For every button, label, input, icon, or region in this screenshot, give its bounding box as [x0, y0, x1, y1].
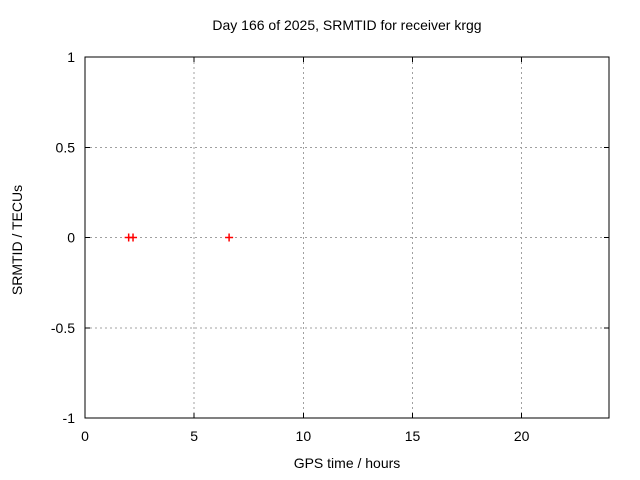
x-axis-label: GPS time / hours	[293, 455, 401, 471]
x-tick-labels: 0 5 10 15 20	[81, 428, 530, 444]
x-tick-label: 15	[405, 428, 421, 444]
y-tick-label: 0.5	[56, 139, 76, 155]
y-tick-label: -1	[63, 410, 76, 426]
y-tick-label: 0	[67, 230, 75, 246]
y-axis-label: SRMTID / TECUs	[9, 184, 25, 296]
chart-title: Day 166 of 2025, SRMTID for receiver krg…	[212, 17, 482, 33]
x-tick-label: 20	[514, 428, 530, 444]
gridlines	[85, 57, 609, 418]
x-tick-label: 0	[81, 428, 89, 444]
data-point-marker	[225, 233, 234, 242]
y-tick-label: 1	[67, 49, 75, 65]
data-point-marker	[129, 233, 138, 242]
x-tick-label: 10	[296, 428, 312, 444]
plot-frame	[84, 56, 610, 419]
y-tick-label: -0.5	[51, 320, 75, 336]
y-tick-labels: 1 0.5 0 -0.5 -1	[51, 49, 75, 426]
x-tick-label: 5	[190, 428, 198, 444]
data-markers	[124, 233, 234, 242]
